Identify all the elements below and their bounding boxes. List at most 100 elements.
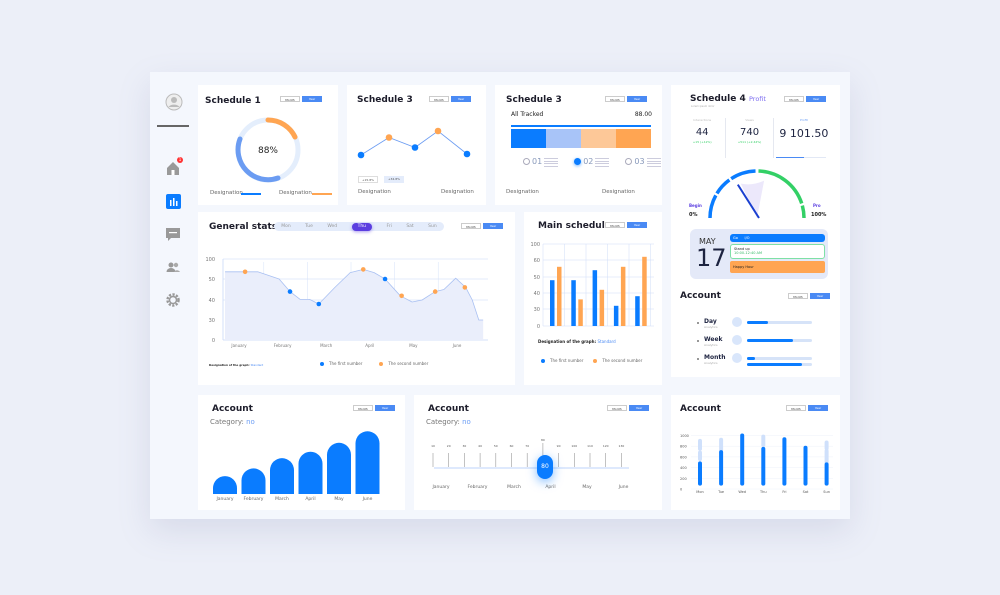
bar-chart-icon[interactable] <box>166 194 182 210</box>
event-standup[interactable]: Stand up 10:00-12:40 AM <box>730 244 825 259</box>
year-toggle[interactable]: Year <box>627 222 647 228</box>
legend-label: The first number <box>550 358 584 363</box>
year-toggle[interactable]: Year <box>808 405 828 411</box>
month-toggle[interactable]: Month <box>353 405 373 411</box>
month-toggle[interactable]: Month <box>429 96 449 102</box>
year-toggle[interactable]: Year <box>451 96 471 102</box>
stat-label: Views <box>745 118 754 122</box>
message-icon[interactable] <box>165 227 181 243</box>
bar <box>642 256 647 326</box>
day-tab-sun[interactable]: Sun <box>428 224 437 229</box>
year-toggle[interactable]: Year <box>629 405 649 411</box>
gauge-arc-green <box>800 205 806 219</box>
slider-tick-label: 10 <box>431 444 435 448</box>
month-toggle[interactable]: Month <box>607 405 627 411</box>
text-line <box>544 160 559 162</box>
slider-tick-label: 30 <box>462 444 466 448</box>
year-toggle[interactable]: Year <box>375 405 395 411</box>
y-tick-label: 50 <box>209 277 215 283</box>
schedule1-card: Schedule 1 Month Year 88% Designation Des… <box>198 85 338 205</box>
bar <box>557 266 562 326</box>
account-row: Month Analytics <box>697 353 837 371</box>
x-tick-label: January <box>215 496 233 502</box>
thumbs-up-icon <box>732 317 742 327</box>
gauge-arc-green <box>758 169 804 205</box>
tracked-segment <box>581 129 616 148</box>
progress-track <box>747 339 812 342</box>
bar <box>613 305 619 326</box>
profit-tag[interactable]: Profit <box>749 95 766 103</box>
year-toggle[interactable]: Year <box>302 96 322 102</box>
gear-icon[interactable] <box>165 292 181 308</box>
users-icon[interactable] <box>165 260 181 276</box>
caption-value[interactable]: Standard <box>250 363 264 367</box>
month-toggle[interactable]: Month <box>784 96 804 102</box>
legend-item: The first number <box>320 361 362 366</box>
slider-tick-label: 40 <box>478 444 482 448</box>
data-point <box>382 276 388 282</box>
bar <box>270 458 294 494</box>
account-weekly-chart: 1000 800 600 400 200 0 Mon Tue Wed Thu Fri Sat Sun <box>680 433 833 494</box>
slider-handle[interactable]: 80 <box>537 455 553 479</box>
tracked-segment <box>616 129 651 148</box>
schedule3-line-chart <box>357 127 471 159</box>
y-tick-label: 0 <box>212 338 215 344</box>
legend-label: Designation <box>210 190 243 196</box>
day-tab-thu[interactable]: Thu <box>351 222 373 231</box>
event-title: Stand up <box>734 247 750 251</box>
day-tab-mon[interactable]: Mon <box>281 224 291 229</box>
slider-tick-label: 100 <box>571 444 577 448</box>
month-toggle[interactable]: Month <box>280 96 300 102</box>
text-line <box>646 165 661 167</box>
home-icon[interactable] <box>165 160 181 176</box>
step-text-lines <box>544 158 559 167</box>
year-toggle[interactable]: Year <box>806 96 826 102</box>
step-option[interactable]: 03 <box>625 157 661 167</box>
caption-value[interactable]: Standard <box>597 339 616 344</box>
row-sublabel: Analytics <box>704 325 718 329</box>
day-tab-wed[interactable]: Wed <box>327 224 338 229</box>
year-toggle[interactable]: Year <box>483 223 503 229</box>
event-go[interactable]: Go I/O <box>730 234 825 242</box>
x-tick-label: April <box>365 343 374 348</box>
category-value[interactable]: no <box>462 418 471 426</box>
year-toggle[interactable]: Year <box>627 96 647 102</box>
slider-month-label: March <box>507 484 521 490</box>
x-tick-label: Sun <box>823 490 830 494</box>
card-title: Account <box>680 404 721 414</box>
thumbs-up-icon <box>732 353 742 363</box>
slider-tick-label: 20 <box>447 444 451 448</box>
text-line <box>646 160 661 162</box>
row-sublabel: Analytics <box>704 361 718 365</box>
progress-track <box>747 357 812 360</box>
month-toggle[interactable]: Month <box>461 223 481 229</box>
year-toggle[interactable]: Year <box>810 293 830 299</box>
day-tab-sat[interactable]: Sat <box>406 224 414 229</box>
row-label: Month <box>704 354 726 361</box>
row-label: Week <box>704 336 723 343</box>
text-line <box>544 158 559 159</box>
day-tab-tue[interactable]: Tue <box>305 224 313 229</box>
card-title: Account <box>212 404 253 414</box>
gauge-chart <box>708 169 806 219</box>
legend-label: Designation <box>279 190 312 196</box>
text-line <box>544 163 559 164</box>
category-label: Category: <box>426 418 460 426</box>
month-slider[interactable]: 10 20 30 40 50 60 70 80 90 100 110 120 130 January Feb… <box>414 395 662 510</box>
month-toggle[interactable]: Month <box>786 405 806 411</box>
legend-dot <box>541 358 545 363</box>
month-toggle[interactable]: Month <box>605 96 625 102</box>
text-line <box>595 165 610 167</box>
day-tab-fri[interactable]: Fri <box>386 224 392 229</box>
step-option[interactable]: 01 <box>523 157 559 167</box>
month-toggle[interactable]: Month <box>788 293 808 299</box>
month-toggle[interactable]: Month <box>605 222 625 228</box>
caption-label: Designation of the graph: <box>538 339 597 344</box>
card-title: Schedule 3 <box>357 95 413 105</box>
category-value[interactable]: no <box>246 418 255 426</box>
x-tick-label: May <box>334 496 344 502</box>
slider-tick-label: 80 <box>541 438 545 442</box>
avatar-icon[interactable] <box>165 93 183 111</box>
event-happy-hour[interactable]: Happy Hour <box>730 261 825 273</box>
step-option[interactable]: 02 <box>574 157 610 167</box>
